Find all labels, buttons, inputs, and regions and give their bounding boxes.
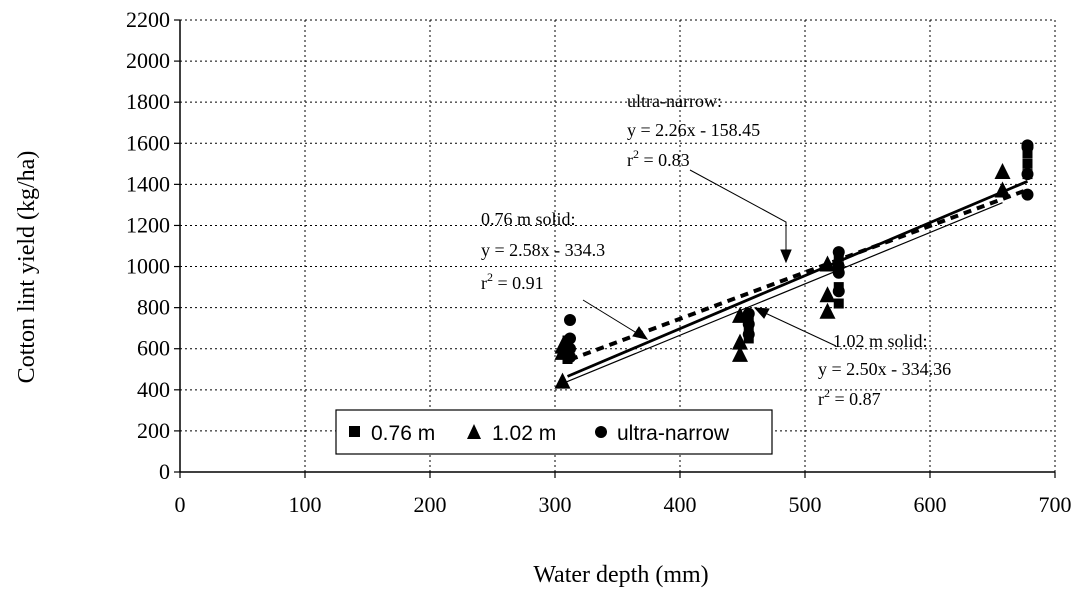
y-tick-label: 1400 <box>126 171 170 196</box>
y-axis-title: Cotton lint yield (kg/ha) <box>14 151 40 384</box>
data-point-circle <box>1021 188 1034 201</box>
data-point-triangle <box>732 306 748 323</box>
tick-labels: 0200400600800100012001400160018002000220… <box>126 7 1072 517</box>
data-point-triangle <box>732 333 748 350</box>
x-tick-label: 400 <box>664 492 697 517</box>
y-tick-label: 1000 <box>126 254 170 279</box>
y-tick-label: 1800 <box>126 89 170 114</box>
legend-square-marker <box>349 426 360 437</box>
data-point-triangle <box>554 372 571 389</box>
x-tick-label: 600 <box>914 492 947 517</box>
data-point-circle <box>564 313 576 326</box>
annotation-label: 1.02 m solid: <box>833 331 928 351</box>
y-tick-label: 600 <box>137 336 170 361</box>
legend: 0.76 m 1.02 m ultra-narrow <box>335 409 773 455</box>
data-point-circle <box>742 328 755 341</box>
fit-line <box>562 202 1003 385</box>
data-point-circle <box>1021 139 1034 152</box>
x-tick-label: 0 <box>175 492 186 517</box>
data-point-circle <box>832 246 845 259</box>
annotation-label: 0.76 m solid: <box>481 209 576 229</box>
data-point-triangle <box>732 345 748 362</box>
x-tick-label: 500 <box>789 492 822 517</box>
data-point-triangle <box>819 255 836 272</box>
annotation-ultra-narrow: ultra-narrow: y = 2.26x - 158.45 r2 = 0.… <box>627 91 760 170</box>
data-point-circle <box>742 307 755 320</box>
legend-label-102: 1.02 m <box>492 422 556 445</box>
data-point-triangle <box>819 286 836 303</box>
data-point-circle <box>564 332 576 345</box>
x-tick-label: 300 <box>539 492 572 517</box>
legend-label-ultra-narrow: ultra-narrow <box>617 422 730 445</box>
data-point-circle <box>832 260 845 273</box>
fit-lines <box>562 180 1029 385</box>
annotation-arrows <box>582 169 837 347</box>
data-point-triangle <box>819 302 836 319</box>
annotation-equation: y = 2.50x - 334.36 <box>818 359 951 379</box>
data-point-square <box>833 298 844 309</box>
data-point-circle <box>1021 168 1034 181</box>
y-tick-label: 2200 <box>126 7 170 32</box>
y-tick-label: 800 <box>137 295 170 320</box>
legend-triangle-marker <box>467 424 481 439</box>
data-point-circle <box>564 350 576 363</box>
annotation-solid-102: 1.02 m solid: y = 2.50x - 334.36 r2 = 0.… <box>818 331 951 409</box>
y-tick-label: 1200 <box>126 212 170 237</box>
y-tick-label: 200 <box>137 418 170 443</box>
data-point-square <box>1022 158 1033 169</box>
grid-lines <box>180 19 1056 472</box>
x-axis-title: Water depth (mm) <box>533 562 708 588</box>
data-point-circle <box>564 342 576 355</box>
annotation-label: ultra-narrow: <box>627 91 722 111</box>
x-tick-label: 700 <box>1039 492 1072 517</box>
x-tick-label: 200 <box>414 492 447 517</box>
legend-label-076: 0.76 m <box>371 422 435 445</box>
annotation-r2: r2 = 0.91 <box>481 270 544 293</box>
axes <box>174 19 1056 478</box>
legend-circle-marker <box>595 426 607 438</box>
y-tick-label: 2000 <box>126 48 170 73</box>
fit-line <box>566 180 1029 378</box>
annotation-equation: y = 2.58x - 334.3 <box>481 240 605 260</box>
y-tick-label: 0 <box>159 459 170 484</box>
annotation-r2: r2 = 0.83 <box>627 147 690 170</box>
data-point-circle <box>832 285 845 298</box>
annotation-equation: y = 2.26x - 158.45 <box>627 120 760 140</box>
data-points <box>554 139 1034 389</box>
data-point-triangle <box>994 163 1011 180</box>
data-point-circle <box>742 318 755 331</box>
annotation-solid-076: 0.76 m solid: y = 2.58x - 334.3 r2 = 0.9… <box>481 209 605 293</box>
data-point-square <box>1022 148 1033 159</box>
data-point-triangle <box>994 181 1011 198</box>
arrow-ultra-narrow <box>689 169 792 264</box>
arrow-solid-076 <box>582 299 649 340</box>
annotation-r2: r2 = 0.87 <box>818 386 881 409</box>
legend-box <box>335 409 773 455</box>
y-tick-label: 1600 <box>126 130 170 155</box>
arrow-solid-102 <box>753 307 837 347</box>
x-tick-label: 100 <box>289 492 322 517</box>
fit-line <box>569 187 1029 362</box>
y-tick-label: 400 <box>137 377 170 402</box>
